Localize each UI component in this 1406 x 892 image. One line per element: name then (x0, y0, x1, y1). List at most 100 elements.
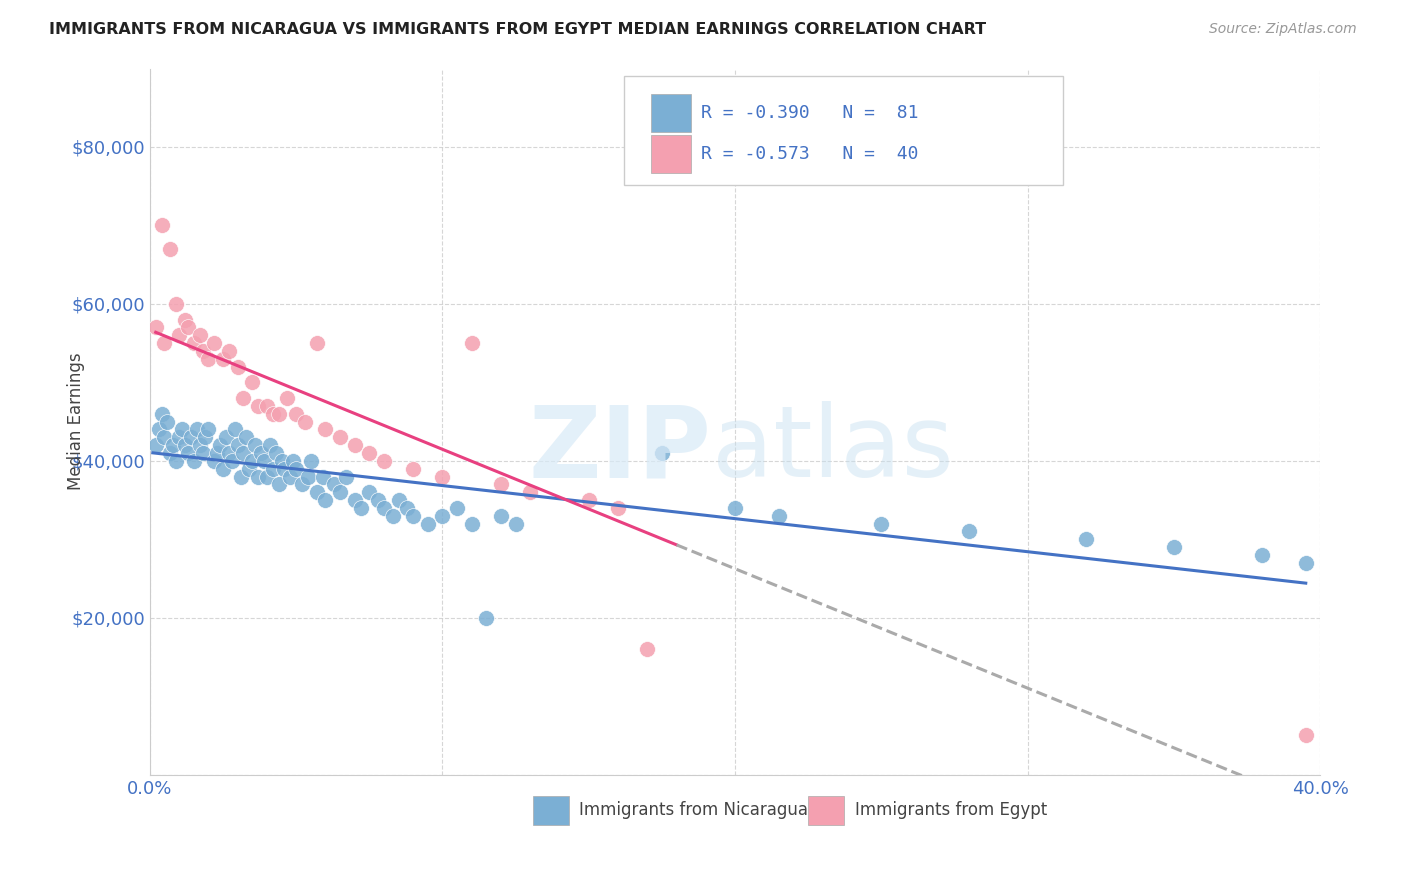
Point (276, 391, 298, 405)
Point (432, 508, 454, 523)
Point (305, 485, 328, 500)
Point (170, 422, 193, 436)
Point (162, 438, 184, 452)
Point (335, 469, 357, 483)
Point (267, 407, 290, 421)
Text: atlas: atlas (711, 401, 953, 499)
Point (174, 438, 197, 452)
FancyBboxPatch shape (651, 135, 690, 173)
Point (186, 422, 208, 436)
Point (174, 312, 197, 326)
Point (253, 454, 276, 468)
Point (283, 454, 305, 468)
Text: IMMIGRANTS FROM NICARAGUA VS IMMIGRANTS FROM EGYPT MEDIAN EARNINGS CORRELATION C: IMMIGRANTS FROM NICARAGUA VS IMMIGRANTS … (49, 22, 987, 37)
Point (247, 469, 270, 483)
Point (489, 508, 512, 523)
Point (291, 477, 314, 491)
Point (329, 430, 352, 444)
Point (262, 461, 284, 475)
Point (461, 336, 484, 351)
Point (212, 351, 235, 366)
Point (359, 446, 381, 460)
Point (349, 500, 371, 515)
Point (177, 446, 200, 460)
Point (150, 407, 173, 421)
Point (314, 493, 336, 508)
Point (264, 446, 287, 460)
Point (153, 430, 176, 444)
Text: R = -0.390   N =  81: R = -0.390 N = 81 (702, 104, 918, 122)
Point (150, 219, 173, 233)
Point (250, 446, 273, 460)
Point (314, 422, 336, 436)
Point (191, 343, 214, 358)
Point (215, 430, 238, 444)
Point (259, 438, 281, 452)
Point (159, 242, 181, 256)
Point (651, 446, 673, 460)
Point (256, 399, 278, 413)
Text: Source: ZipAtlas.com: Source: ZipAtlas.com (1209, 22, 1357, 37)
Point (148, 422, 170, 436)
Point (305, 336, 328, 351)
Y-axis label: Median Earnings: Median Earnings (67, 353, 86, 491)
Point (188, 438, 211, 452)
Point (197, 351, 219, 366)
Point (1076, 533, 1098, 547)
Point (202, 336, 225, 351)
Point (221, 454, 243, 468)
Point (285, 407, 308, 421)
Point (461, 516, 484, 531)
Point (159, 446, 181, 460)
Point (188, 328, 211, 343)
Point (402, 461, 425, 475)
Point (578, 493, 600, 508)
Point (197, 422, 219, 436)
Point (183, 454, 205, 468)
Point (505, 516, 527, 531)
Point (311, 469, 333, 483)
Point (294, 415, 316, 429)
Point (165, 454, 187, 468)
Point (724, 500, 747, 515)
Point (432, 469, 454, 483)
Point (416, 516, 439, 531)
Point (270, 454, 292, 468)
Point (167, 328, 190, 343)
Point (381, 508, 404, 523)
Point (226, 359, 249, 374)
Point (273, 461, 295, 475)
Point (205, 446, 228, 460)
Point (396, 500, 419, 515)
Point (232, 391, 254, 405)
Point (256, 469, 278, 483)
Point (297, 469, 319, 483)
Text: R = -0.573   N =  40: R = -0.573 N = 40 (702, 145, 918, 163)
Point (373, 500, 395, 515)
Point (238, 461, 260, 475)
Point (278, 469, 301, 483)
FancyBboxPatch shape (807, 796, 844, 825)
Point (167, 430, 190, 444)
Point (145, 438, 167, 452)
FancyBboxPatch shape (533, 796, 569, 825)
Point (402, 508, 425, 523)
Point (359, 485, 381, 500)
Point (323, 477, 346, 491)
Point (636, 642, 658, 657)
Point (156, 415, 179, 429)
Point (180, 430, 202, 444)
Point (1250, 548, 1272, 562)
Point (1295, 556, 1317, 570)
Point (224, 422, 246, 436)
Point (519, 485, 541, 500)
Point (262, 407, 284, 421)
Point (218, 446, 240, 460)
Point (232, 446, 254, 460)
Point (226, 438, 249, 452)
Point (367, 493, 389, 508)
Point (387, 493, 409, 508)
Point (373, 454, 395, 468)
Point (165, 297, 187, 311)
Point (343, 493, 366, 508)
